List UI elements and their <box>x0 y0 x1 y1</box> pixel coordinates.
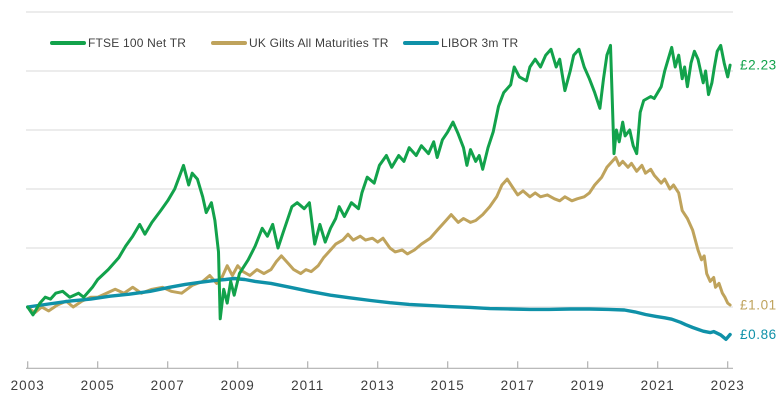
x-tick-label: 2019 <box>571 378 605 393</box>
x-tick-label: 2005 <box>81 378 115 393</box>
legend-item-ftse: FTSE 100 Net TR <box>50 36 186 50</box>
x-tick-label: 2009 <box>221 378 255 393</box>
x-tick-label: 2011 <box>291 378 324 393</box>
x-tick-label: 2007 <box>151 378 185 393</box>
legend-label-ftse: FTSE 100 Net TR <box>88 36 187 50</box>
end-value-label: £0.86 <box>740 327 777 342</box>
legend-label-gilts: UK Gilts All Maturities TR <box>249 36 389 50</box>
end-value-label: £1.01 <box>740 298 777 313</box>
legend-item-libor: LIBOR 3m TR <box>403 36 518 50</box>
end-value-label: £2.23 <box>740 58 777 73</box>
x-tick-label: 2013 <box>361 378 395 393</box>
x-tick-label: 2021 <box>641 378 675 393</box>
libor-legend-swatch-icon <box>403 41 439 45</box>
gilts-legend-swatch-icon <box>211 41 247 45</box>
x-tick-label: 2015 <box>431 378 465 393</box>
legend-label-libor: LIBOR 3m TR <box>441 36 519 50</box>
ftse-legend-swatch-icon <box>50 41 86 45</box>
x-tick-label: 2017 <box>501 378 535 393</box>
series-line-ftse-100-net-tr <box>26 43 732 321</box>
series-line-libor-3m-tr <box>26 276 732 341</box>
legend-item-gilts: UK Gilts All Maturities TR <box>211 36 389 50</box>
x-tick-label: 2023 <box>711 378 745 393</box>
x-tick-label: 2003 <box>11 378 45 393</box>
